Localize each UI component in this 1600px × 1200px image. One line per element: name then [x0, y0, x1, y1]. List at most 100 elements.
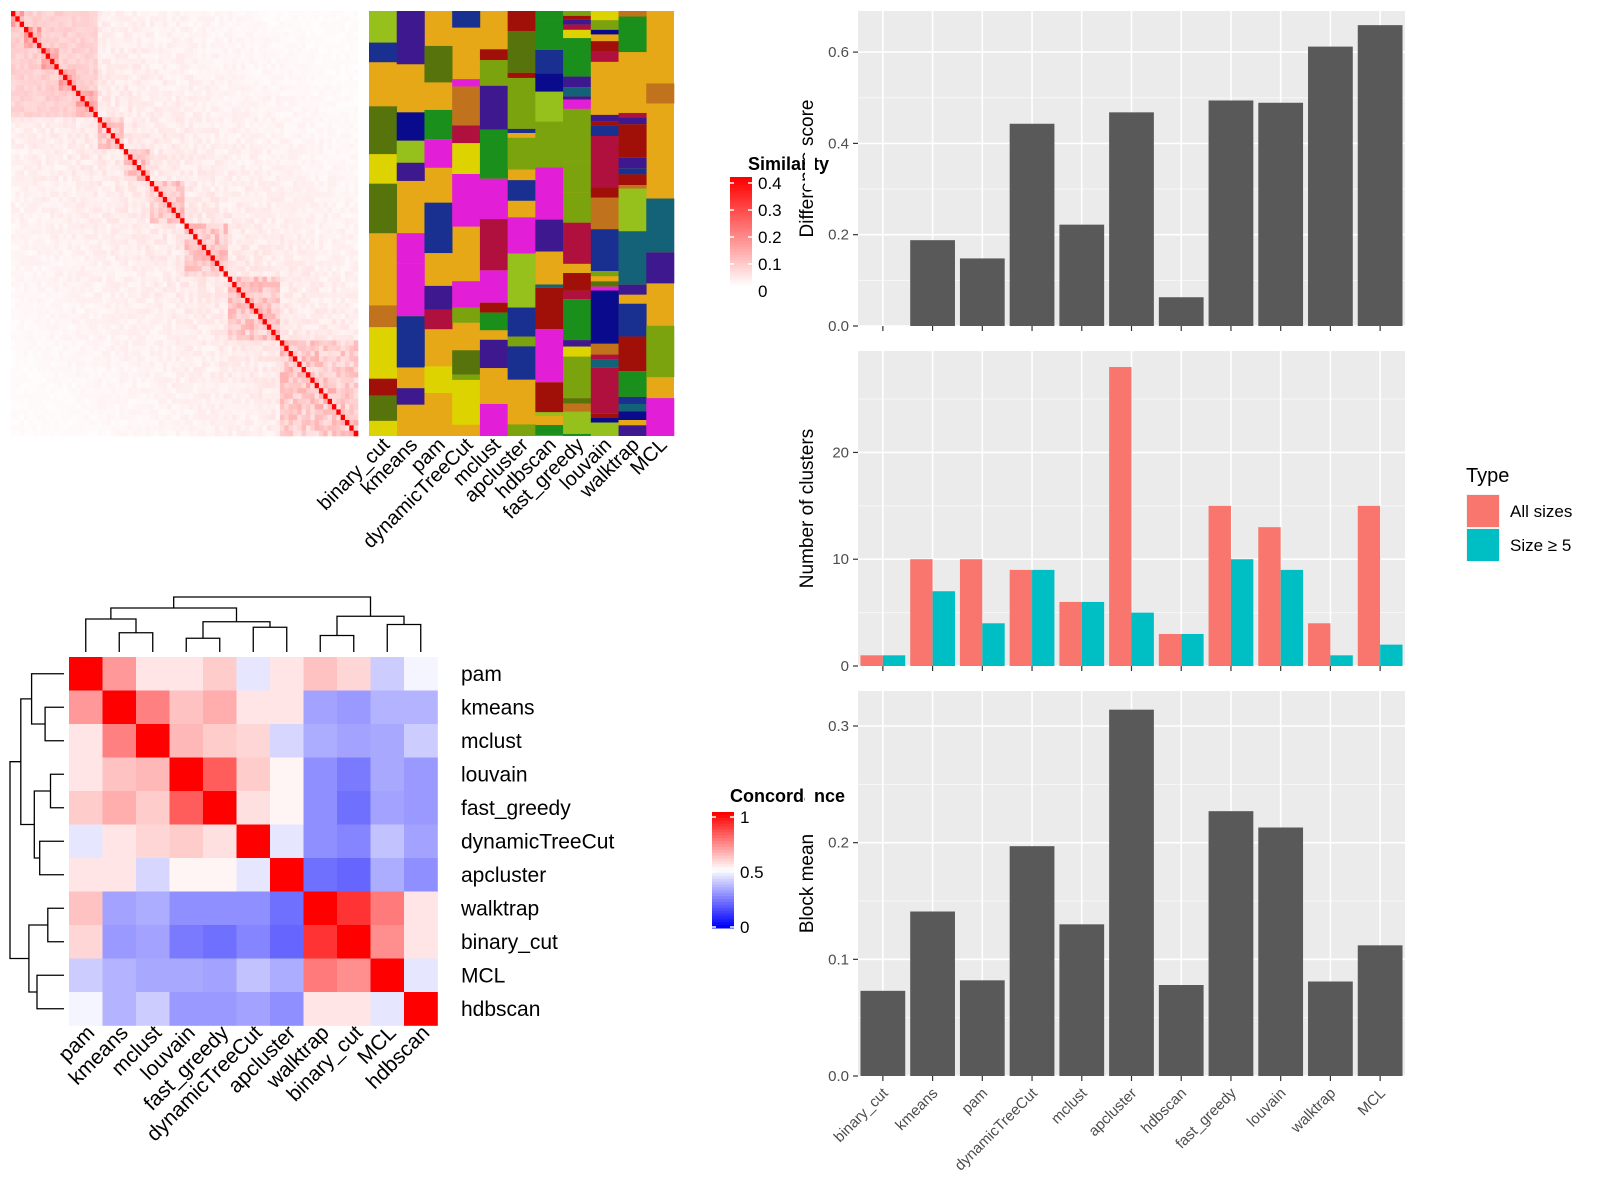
similarity-cell: [154, 250, 159, 256]
similarity-cell: [180, 202, 185, 208]
similarity-cell: [197, 96, 203, 102]
similarity-cell: [258, 80, 263, 86]
similarity-cell: [327, 281, 333, 288]
similarity-cell: [115, 266, 120, 272]
similarity-cell: [24, 196, 29, 203]
similarity-cell: [201, 80, 207, 86]
similarity-cell: [201, 276, 207, 283]
similarity-cell: [158, 80, 164, 86]
similarity-cell: [158, 335, 164, 341]
similarity-cell: [297, 308, 302, 315]
similarity-cell: [45, 335, 51, 341]
similarity-cell: [158, 96, 164, 102]
similarity-cell: [37, 143, 42, 150]
similarity-cell: [158, 202, 164, 208]
similarity-cell: [327, 250, 333, 256]
similarity-cell: [219, 117, 224, 123]
similarity-cell: [219, 207, 224, 214]
similarity-cell: [245, 212, 250, 219]
similarity-cell: [193, 281, 198, 288]
similarity-cell: [80, 154, 86, 161]
similarity-cell: [41, 324, 46, 331]
similarity-cell: [227, 207, 233, 214]
similarity-cell: [327, 271, 333, 277]
similarity-cell: [223, 48, 229, 54]
similarity-cell: [301, 16, 307, 22]
similarity-cell: [128, 281, 133, 288]
similarity-cell: [45, 37, 51, 44]
similarity-cell: [158, 329, 164, 336]
similarity-cell: [353, 106, 359, 113]
similarity-cell: [58, 154, 64, 161]
similarity-cell: [349, 207, 354, 214]
similarity-cell: [318, 111, 324, 118]
similarity-cell: [236, 244, 242, 251]
similarity-cell: [262, 85, 268, 91]
similarity-cell: [50, 271, 55, 277]
similarity-cell: [28, 122, 33, 129]
similarity-cell: [115, 106, 120, 113]
similarity-cell: [15, 276, 20, 283]
similarity-cell: [84, 138, 90, 145]
similarity-cell: [301, 335, 307, 341]
similarity-cell: [275, 69, 281, 76]
similarity-cell: [344, 111, 350, 118]
similarity-cell: [84, 191, 90, 198]
similarity-cell: [54, 319, 60, 325]
similarity-cell: [24, 138, 29, 145]
similarity-cell: [37, 335, 42, 341]
similarity-cell: [336, 207, 341, 214]
similarity-cell: [15, 32, 20, 38]
similarity-cell: [331, 85, 337, 91]
similarity-cell: [305, 154, 311, 161]
similarity-cell: [180, 191, 185, 198]
similarity-cell: [24, 53, 29, 60]
similarity-cell: [253, 297, 259, 304]
similarity-cell: [310, 191, 315, 198]
similarity-cell: [45, 11, 51, 17]
similarity-cell: [106, 239, 112, 246]
similarity-cell: [28, 303, 33, 309]
similarity-cell: [154, 271, 159, 277]
similarity-cell: [106, 228, 112, 235]
similarity-cell: [175, 149, 181, 155]
similarity-cell: [32, 181, 38, 187]
similarity-cell: [249, 335, 255, 341]
similarity-cell: [63, 207, 68, 214]
similarity-cell: [11, 101, 16, 107]
similarity-cell: [219, 186, 224, 192]
similarity-cell: [67, 324, 73, 331]
similarity-cell: [32, 170, 38, 176]
similarity-cell: [45, 308, 51, 315]
similarity-cell: [63, 138, 68, 145]
similarity-cell: [331, 202, 337, 208]
similarity-cell: [162, 329, 168, 336]
similarity-cell: [97, 324, 103, 331]
similarity-cell: [331, 335, 337, 341]
similarity-cell: [15, 21, 20, 28]
similarity-cell: [41, 96, 46, 102]
similarity-cell: [158, 53, 164, 60]
similarity-cell: [50, 303, 55, 309]
similarity-cell: [271, 111, 276, 118]
similarity-cell: [288, 281, 294, 288]
similarity-cell: [245, 138, 250, 145]
similarity-cell: [301, 80, 307, 86]
similarity-cell: [84, 117, 90, 123]
similarity-cell: [80, 244, 86, 251]
similarity-cell: [171, 234, 177, 240]
similarity-cell: [344, 196, 350, 203]
similarity-cell: [275, 292, 281, 299]
similarity-cell: [28, 329, 33, 336]
similarity-cell: [106, 64, 112, 70]
similarity-cell: [336, 308, 341, 315]
similarity-cell: [258, 165, 263, 171]
similarity-cell: [119, 96, 125, 102]
similarity-cell: [206, 292, 211, 299]
similarity-cell: [110, 96, 116, 102]
similarity-cell: [340, 202, 346, 208]
similarity-cell: [314, 149, 320, 155]
similarity-cell: [115, 329, 120, 336]
similarity-cell: [37, 138, 42, 145]
similarity-cell: [323, 133, 328, 139]
